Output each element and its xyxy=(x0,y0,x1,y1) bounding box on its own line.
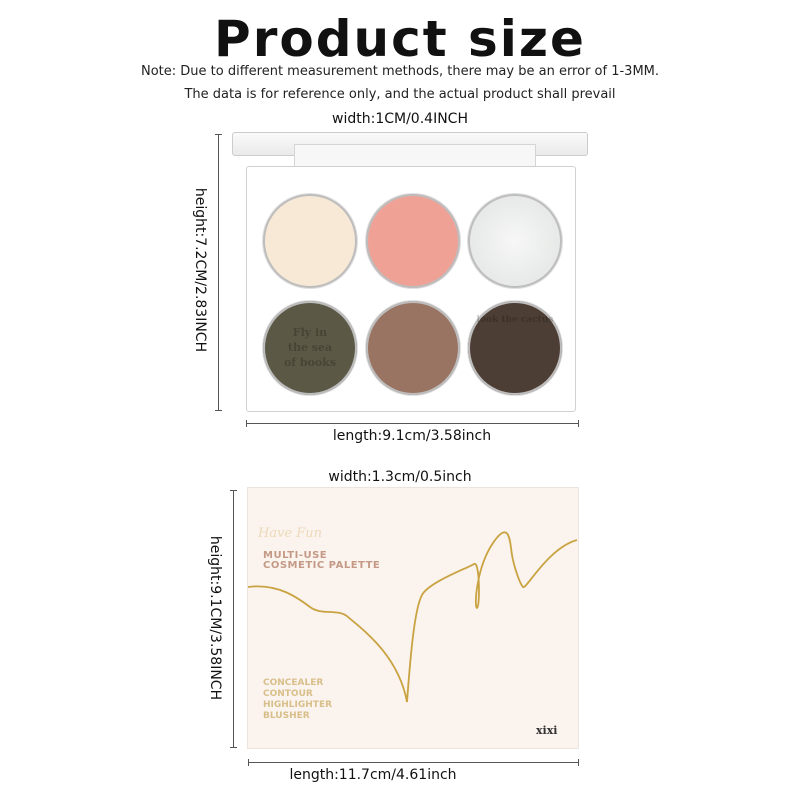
note-line-1: Note: Due to different measurement metho… xyxy=(140,64,660,79)
box-image: Have Fun MULTI-USE COSMETIC PALETTE CONC… xyxy=(248,488,578,748)
pan-engraving: Fly in the sea of books xyxy=(283,326,337,369)
box-width-label: width:1.3cm/0.5inch xyxy=(328,469,472,485)
tick xyxy=(246,420,247,427)
pan-engraving: look the cactus xyxy=(476,315,554,325)
palette-length-line xyxy=(246,423,578,424)
note-line-2: The data is for reference only, and the … xyxy=(184,87,616,102)
box-use-contour: CONTOUR xyxy=(263,689,313,699)
tick xyxy=(230,490,237,491)
palette-image: Fly in the sea of books look the cactus xyxy=(232,132,588,412)
box-height-label: height:9.1CM/3.58INCH xyxy=(207,535,223,701)
palette-width-label: width:1CM/0.4INCH xyxy=(332,111,468,127)
tick xyxy=(578,759,579,766)
tick xyxy=(578,420,579,427)
box-title-line-1: MULTI-USE xyxy=(263,550,328,561)
pan-contour-dark: look the cactus xyxy=(468,301,562,395)
gold-line-decoration xyxy=(248,531,578,703)
tick xyxy=(248,759,249,766)
pan-highlighter xyxy=(468,194,562,288)
box-use-concealer: CONCEALER xyxy=(263,678,324,688)
palette-length-label: length:9.1cm/3.58inch xyxy=(332,428,492,444)
tick xyxy=(215,410,222,411)
pan-contour-brown xyxy=(366,301,460,395)
box-title-line-2: COSMETIC PALETTE xyxy=(263,560,381,571)
box-length-label: length:11.7cm/4.61inch xyxy=(289,767,457,783)
box-use-blusher: BLUSHER xyxy=(263,711,310,721)
pan-contour-olive: Fly in the sea of books xyxy=(263,301,357,395)
box-brand-logo: XIXI xyxy=(536,724,558,737)
pan-blush xyxy=(366,194,460,288)
box-height-line xyxy=(233,490,234,748)
palette-height-label: height:7.2CM/2.83INCH xyxy=(192,187,208,353)
page-title: Product size xyxy=(214,10,586,68)
box-use-highlighter: HIGHLIGHTER xyxy=(263,700,333,710)
box-script-logo: Have Fun xyxy=(258,526,323,541)
palette-height-line xyxy=(218,134,219,411)
tick xyxy=(230,747,237,748)
pan-concealer xyxy=(263,194,357,288)
box-length-line xyxy=(248,762,578,763)
tick xyxy=(215,134,222,135)
